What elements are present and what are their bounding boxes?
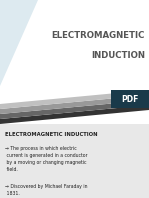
- Bar: [0, 124, 149, 198]
- Polygon shape: [0, 105, 149, 124]
- Text: PDF: PDF: [121, 94, 139, 104]
- Polygon shape: [0, 90, 149, 109]
- Text: → The process in which electric
 current is generated in a conductor
 by a movin: → The process in which electric current …: [5, 146, 87, 172]
- Text: ELECTROMAGNETIC INDUCTION: ELECTROMAGNETIC INDUCTION: [5, 132, 98, 137]
- Bar: [0, 0, 149, 106]
- Text: ELECTROMAGNETIC: ELECTROMAGNETIC: [52, 30, 145, 39]
- Polygon shape: [0, 95, 149, 114]
- Polygon shape: [0, 0, 38, 86]
- Text: INDUCTION: INDUCTION: [91, 50, 145, 60]
- Polygon shape: [0, 100, 149, 119]
- Text: → Discovered by Michael Faraday in
 1831.: → Discovered by Michael Faraday in 1831.: [5, 184, 87, 196]
- Bar: [111, 90, 149, 108]
